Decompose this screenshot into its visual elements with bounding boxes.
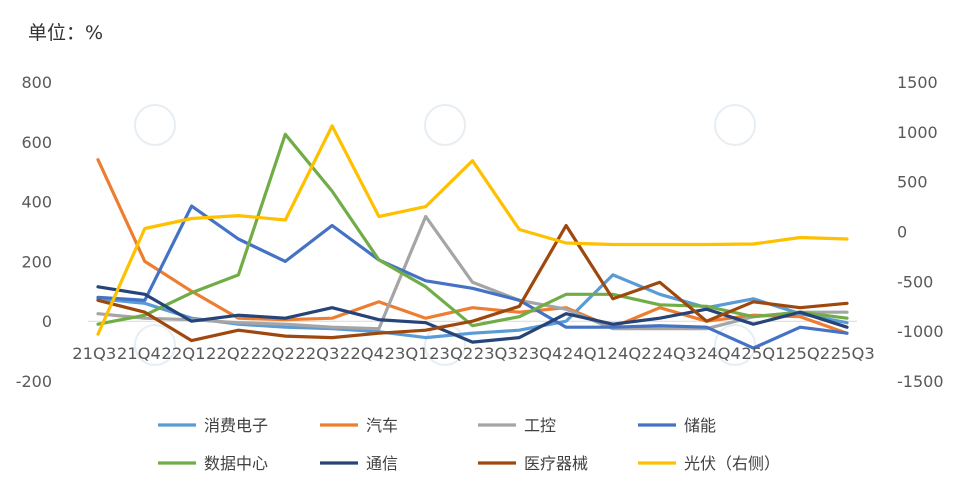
x-axis-tick-label: 22Q4 [340,344,384,363]
x-axis-tick-label: 23Q3 [474,344,518,363]
legend-entry-label: 消费电子 [204,416,268,435]
watermark-logo-icon [714,324,756,366]
legend-entry-label: 汽车 [366,416,398,435]
unit-label: 单位：% [28,22,104,44]
left-axis-tick-label: 800 [21,73,52,92]
watermarks [134,104,756,366]
series-line [96,124,849,336]
watermark-logo-icon [134,104,176,146]
watermark-logo-icon [714,104,756,146]
x-axis-tick-label: 22Q2 [251,344,295,363]
right-axis-tick-label: 500 [897,173,928,192]
watermark-logo-icon [134,324,176,366]
left-axis: -200 0 200 400 600 800 [16,73,52,391]
legend-entry-label: 工控 [524,416,556,435]
x-axis-tick-label: 25Q3 [831,344,875,363]
legend-entry-label: 医疗器械 [524,454,588,473]
x-axis-tick-label: 22Q3 [295,344,339,363]
series-line [96,214,849,331]
legend-entry-label: 数据中心 [204,454,268,473]
x-axis-tick-label: 25Q2 [786,344,830,363]
left-axis-tick-label: 600 [21,133,52,152]
legend-entry-label: 储能 [684,416,716,435]
left-axis-tick-label: -200 [16,372,52,391]
x-axis-tick-label: 22Q1 [161,344,205,363]
right-axis-tick-label: 1500 [897,73,938,92]
x-axis-tick-label: 25Q1 [741,344,785,363]
x-axis-tick-label: 23Q1 [385,344,429,363]
series-lines [96,124,849,350]
x-axis-tick-label: 21Q3 [72,344,116,363]
right-axis-tick-label: -1000 [897,322,944,341]
series-line [96,132,849,328]
series-line [96,158,849,335]
legend-entry-label: 光伏（右侧） [684,454,780,473]
x-axis-tick-label: 23Q4 [518,344,562,363]
x-axis-tick-label: 24Q3 [652,344,696,363]
x-axis-tick-label: 21Q4 [117,344,161,363]
legend-entry-label: 通信 [366,454,398,473]
x-axis-labels: 21Q3 21Q4 22Q1 22Q2 22Q2 22Q3 22Q4 23Q1 23Q2 23Q3… [72,344,875,363]
left-axis-tick-label: 400 [21,193,52,212]
x-axis-tick-label: 24Q1 [563,344,607,363]
x-axis-tick-label: 22Q2 [206,344,250,363]
right-axis-tick-label: 0 [897,223,907,242]
right-axis-tick-label: 1000 [897,123,938,142]
x-axis-tick-label: 23Q2 [429,344,473,363]
left-axis-tick-label: 0 [42,312,52,331]
watermark-logo-icon [424,104,466,146]
left-axis-tick-label: 200 [21,252,52,271]
right-axis: -1500 -1000 -500 0 500 1000 1500 [897,73,944,391]
x-axis-tick-label: 24Q4 [697,344,741,363]
series-line [96,223,849,343]
right-axis-tick-label: -500 [897,272,933,291]
right-axis-tick-label: -1500 [897,372,944,391]
x-axis-tick-label: 24Q2 [608,344,652,363]
series-line [96,204,849,350]
